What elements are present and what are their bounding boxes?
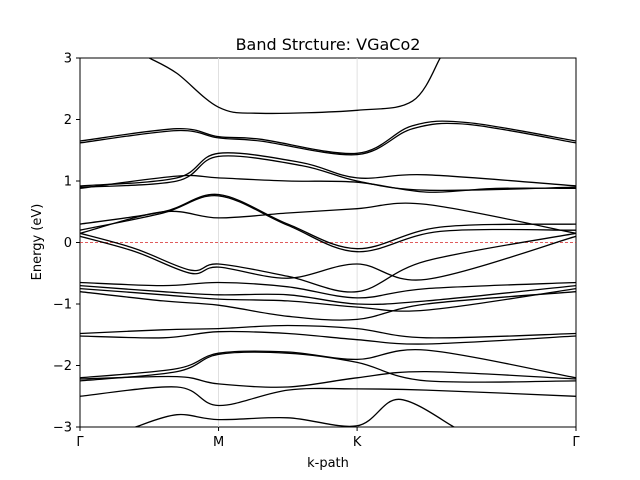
plot-area: −3 −2 −1 0 1 2 3 Γ M K Γ <box>53 52 581 451</box>
band-line <box>80 287 576 312</box>
band-line <box>80 370 576 388</box>
band-lines <box>80 58 576 427</box>
y-tick-label: 1 <box>64 175 72 190</box>
band-line <box>80 386 576 407</box>
band-line <box>80 152 576 187</box>
y-axis-label: Energy (eV) <box>30 204 45 281</box>
band-line <box>80 174 576 193</box>
x-tick-label: Γ <box>572 435 580 450</box>
band-line <box>80 351 576 383</box>
band-line <box>80 202 576 234</box>
y-tick-label: 3 <box>64 52 72 67</box>
band-line <box>80 330 576 345</box>
band-line <box>80 281 576 299</box>
band-line <box>148 58 441 115</box>
x-axis-label: k-path <box>307 456 349 471</box>
chart-title: Band Strcture: VGaCo2 <box>236 35 421 54</box>
band-line <box>80 195 576 253</box>
band-line <box>80 324 576 339</box>
band-line <box>80 155 576 192</box>
band-line <box>135 398 455 427</box>
x-tick-label: K <box>353 435 362 450</box>
y-tick-label: 0 <box>64 236 72 251</box>
band-line <box>80 122 576 156</box>
band-line <box>80 348 576 379</box>
x-tick-label: Γ <box>76 435 84 450</box>
y-axis-ticks: −3 −2 −1 0 1 2 3 <box>53 52 80 436</box>
band-line <box>80 235 576 281</box>
y-tick-label: −1 <box>53 298 72 313</box>
x-tick-label: M <box>213 435 224 450</box>
y-tick-label: −3 <box>53 421 72 436</box>
band-line <box>80 291 576 321</box>
y-tick-label: 2 <box>64 113 72 128</box>
band-line <box>80 284 576 306</box>
y-tick-label: −2 <box>53 359 72 374</box>
band-line <box>80 232 576 293</box>
band-line <box>80 120 576 155</box>
